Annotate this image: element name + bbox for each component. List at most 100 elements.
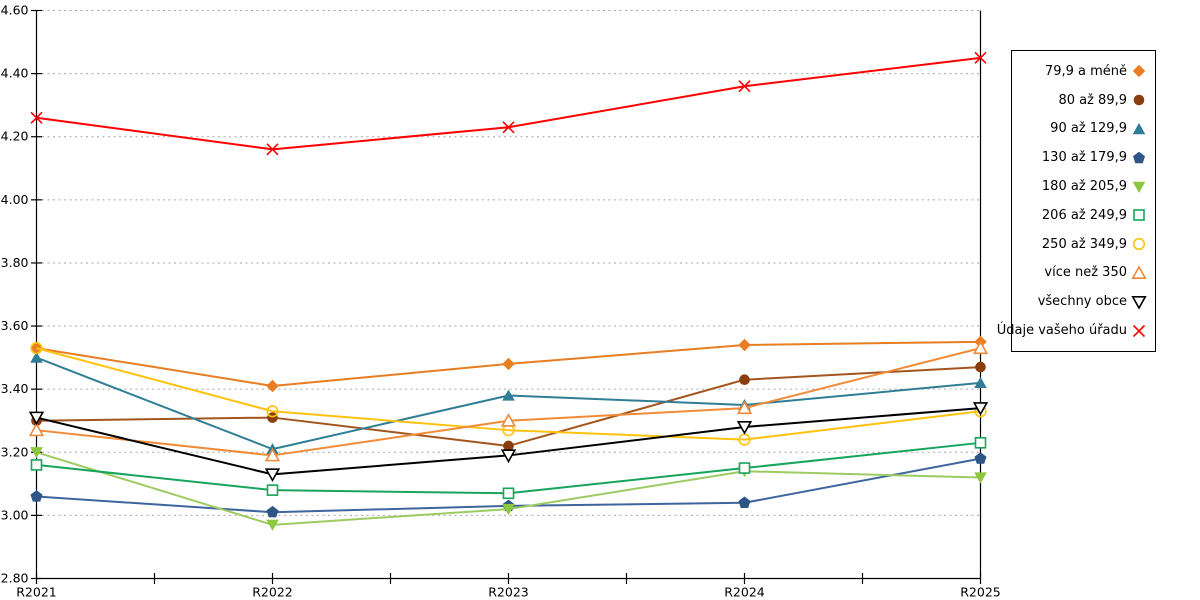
legend-item-label: více než 350 — [1044, 265, 1127, 281]
y-tick-label: 3.40 — [1, 381, 29, 396]
circle-marker-icon — [503, 440, 514, 452]
square-marker-icon — [738, 462, 751, 474]
legend-item: 206 až 249,9 — [1016, 206, 1147, 224]
x-marker-icon — [30, 111, 43, 124]
x-marker-icon — [502, 121, 515, 134]
pentagon-marker-icon — [1133, 151, 1145, 163]
circle-marker-icon — [739, 374, 750, 386]
triangle-up-marker-icon — [264, 447, 281, 462]
triangle-down-marker-icon — [972, 402, 989, 416]
diamond-marker-icon — [738, 338, 751, 352]
square-marker-icon — [266, 484, 279, 496]
y-tick-label: 2.80 — [1, 571, 29, 586]
triangle-down-legend-marker-icon — [1131, 295, 1147, 310]
square-marker-icon — [1133, 209, 1145, 222]
legend-item-label: 79,9 a méně — [1044, 63, 1127, 79]
triangle-down-marker-icon — [266, 519, 279, 531]
circle-marker-icon — [975, 361, 986, 373]
legend-item-label: 80 až 89,9 — [1058, 92, 1127, 108]
x-tick-label: R2022 — [252, 585, 293, 600]
y-tick-label: 3.80 — [1, 255, 29, 270]
triangle-down-marker-icon — [502, 503, 515, 516]
series-line — [36, 366, 981, 447]
triangle-down-marker-icon — [30, 447, 43, 459]
legend-item: 180 až 205,9 — [1016, 178, 1147, 196]
y-tick-label: 3.00 — [1, 507, 29, 522]
pentagon-legend-marker-icon — [1133, 151, 1145, 163]
circle-legend-marker-icon — [1133, 94, 1145, 106]
legend-item: 130 až 179,9 — [1016, 149, 1147, 167]
y-tick-label: 4.00 — [1, 192, 29, 207]
x-tick-label: R2023 — [488, 585, 529, 600]
legend-item-label: 180 až 205,9 — [1041, 179, 1127, 195]
pentagon-marker-icon — [738, 496, 751, 508]
x-marker-icon — [266, 143, 279, 156]
y-tick-label: 3.60 — [1, 318, 29, 333]
circle-legend-marker-icon — [1132, 238, 1146, 251]
triangle-up-marker-icon — [502, 389, 515, 401]
legend: 79,9 a méně 80 až 89,9 90 až 129,9 130 až 1… — [997, 50, 1156, 352]
pentagon-marker-icon — [266, 505, 279, 518]
triangle-up-marker-icon — [30, 351, 43, 363]
series-line — [36, 347, 981, 441]
square-marker-icon — [502, 487, 515, 500]
triangle-up-legend-marker-icon — [1132, 122, 1146, 135]
triangle-down-marker-icon — [974, 472, 987, 484]
x-marker-icon — [738, 80, 751, 93]
legend-item-label: 206 až 249,9 — [1041, 207, 1127, 223]
x-marker-icon — [1132, 324, 1146, 337]
x-legend-marker-icon — [1132, 324, 1146, 337]
triangle-up-marker-icon — [500, 413, 517, 427]
x-tick-label: R2024 — [724, 585, 765, 600]
series-line — [36, 56, 981, 151]
triangle-up-legend-marker-icon — [1131, 265, 1147, 279]
legend-item: 79,9 a méně — [1016, 62, 1147, 80]
x-tick-label: R2021 — [16, 585, 57, 600]
diamond-marker-icon — [1132, 65, 1146, 78]
pentagon-marker-icon — [974, 452, 987, 464]
diamond-marker-icon — [502, 357, 515, 371]
square-legend-marker-icon — [1133, 209, 1145, 222]
y-tick-label: 3.20 — [1, 444, 29, 459]
triangle-up-marker-icon — [1131, 265, 1147, 279]
pentagon-marker-icon — [30, 490, 43, 502]
legend-item-label: Údaje vašeho úřadu — [996, 323, 1127, 339]
triangle-up-marker-icon — [28, 422, 45, 437]
circle-marker-icon — [1132, 238, 1146, 251]
y-tick-label: 4.20 — [1, 129, 29, 144]
triangle-down-marker-icon — [28, 411, 45, 426]
legend-item-label: 250 až 349,9 — [1041, 236, 1127, 252]
legend-item-label: 90 až 129,9 — [1050, 121, 1127, 137]
x-marker-icon — [974, 51, 987, 64]
circle-marker-icon — [30, 342, 43, 355]
y-tick-label: 4.40 — [1, 66, 29, 81]
diamond-legend-marker-icon — [1132, 65, 1146, 78]
triangle-up-marker-icon — [736, 400, 753, 415]
legend-item: všechny obce — [1016, 293, 1147, 311]
triangle-up-marker-icon — [1132, 122, 1146, 135]
square-marker-icon — [30, 459, 43, 471]
circle-marker-icon — [266, 405, 279, 418]
legend-item-label: 130 až 179,9 — [1041, 150, 1127, 166]
legend-item: více než 350 — [1016, 264, 1147, 282]
legend-item-label: všechny obce — [1037, 294, 1127, 310]
triangle-down-marker-icon — [1131, 295, 1147, 310]
legend-item: 250 až 349,9 — [1016, 235, 1147, 253]
legend-item: 80 až 89,9 — [1016, 91, 1147, 109]
square-marker-icon — [974, 437, 987, 449]
circle-marker-icon — [1133, 94, 1145, 106]
triangle-down-marker-icon — [500, 449, 517, 464]
diamond-marker-icon — [266, 379, 279, 393]
triangle-up-marker-icon — [972, 340, 989, 355]
triangle-up-marker-icon — [974, 376, 987, 389]
triangle-down-marker-icon — [264, 468, 281, 482]
legend-item: Údaje vašeho úřadu — [997, 322, 1147, 340]
x-tick-label: R2025 — [960, 585, 1001, 600]
triangle-down-marker-icon — [1132, 181, 1146, 193]
triangle-down-legend-marker-icon — [1132, 181, 1146, 193]
legend-item: 90 až 129,9 — [1016, 120, 1147, 138]
triangle-down-marker-icon — [736, 421, 753, 435]
y-tick-label: 4.60 — [1, 3, 29, 18]
